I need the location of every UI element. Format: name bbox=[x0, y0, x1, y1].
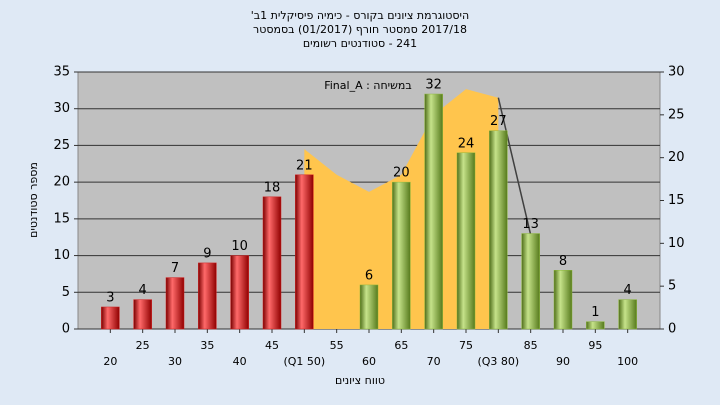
value-label: 32 bbox=[425, 78, 442, 93]
value-label: 24 bbox=[458, 136, 475, 151]
x-tick-label: 75 bbox=[459, 339, 473, 352]
y2-tick-label: 25 bbox=[668, 107, 685, 122]
y-tick-label: 15 bbox=[53, 211, 70, 226]
bar bbox=[618, 299, 637, 330]
y-tick-label: 20 bbox=[53, 175, 70, 190]
value-label: 27 bbox=[490, 114, 507, 129]
chart-title: היסטוגרמת ציונים בקורס - כימיה פיסיקלית … bbox=[251, 9, 469, 22]
y-tick-label: 30 bbox=[53, 101, 70, 116]
bar bbox=[230, 255, 249, 330]
bar bbox=[359, 284, 379, 330]
value-label: 13 bbox=[522, 217, 539, 232]
x-tick-label: 70 bbox=[427, 355, 441, 368]
x-tick-label: 30 bbox=[168, 355, 182, 368]
x-tick-label: (Q3 80) bbox=[477, 355, 519, 368]
value-label: 6 bbox=[365, 268, 373, 283]
bar bbox=[521, 233, 540, 330]
x-axis-label: טווח ציונים bbox=[335, 374, 385, 387]
value-label: 4 bbox=[624, 283, 632, 298]
x-tick-label: 95 bbox=[588, 339, 602, 352]
y2-tick-label: 30 bbox=[668, 65, 685, 80]
bar bbox=[586, 321, 605, 330]
value-label: 3 bbox=[106, 290, 114, 305]
bar bbox=[392, 181, 411, 330]
y2-tick-label: 20 bbox=[668, 150, 685, 165]
bar bbox=[133, 299, 152, 330]
bar bbox=[489, 130, 508, 330]
value-label: 18 bbox=[264, 180, 281, 195]
y2-tick-label: 5 bbox=[668, 279, 676, 294]
x-tick-label: 100 bbox=[617, 355, 638, 368]
y-tick-label: 10 bbox=[53, 248, 70, 263]
x-tick-label: (Q1 50) bbox=[283, 355, 325, 368]
chart-subtitle: 241 - סטודנטים רשומים bbox=[303, 37, 417, 50]
x-tick-label: 40 bbox=[233, 355, 247, 368]
value-label: 7 bbox=[171, 261, 179, 276]
value-label: 9 bbox=[203, 246, 211, 261]
y2-tick-label: 15 bbox=[668, 193, 685, 208]
y-tick-label: 5 bbox=[62, 285, 70, 300]
chart-subtitle: 2017/18 סמסטר חורף (01/2017) בסמסטר bbox=[253, 23, 467, 36]
value-label: 21 bbox=[296, 158, 313, 173]
value-label: 10 bbox=[231, 239, 248, 254]
y-tick-label: 35 bbox=[53, 65, 70, 80]
x-tick-label: 90 bbox=[556, 355, 570, 368]
x-tick-label: 35 bbox=[200, 339, 214, 352]
bar bbox=[456, 152, 476, 330]
x-tick-label: 25 bbox=[136, 339, 150, 352]
annotation: Final_A : במשיחה bbox=[324, 79, 412, 92]
y-tick-label: 25 bbox=[53, 138, 70, 153]
y2-tick-label: 10 bbox=[668, 236, 685, 251]
bar bbox=[553, 270, 573, 330]
value-label: 4 bbox=[139, 283, 147, 298]
bar bbox=[295, 174, 314, 330]
x-tick-label: 65 bbox=[394, 339, 408, 352]
value-label: 1 bbox=[591, 305, 599, 320]
y-axis-label: מספר סטודנטים bbox=[27, 162, 40, 238]
value-label: 20 bbox=[393, 166, 410, 181]
x-tick-label: 85 bbox=[524, 339, 538, 352]
x-tick-label: 20 bbox=[103, 355, 117, 368]
bar bbox=[262, 196, 282, 330]
x-tick-label: 45 bbox=[265, 339, 279, 352]
y2-tick-label: 0 bbox=[668, 322, 676, 337]
x-tick-label: 55 bbox=[330, 339, 344, 352]
bar bbox=[165, 277, 185, 330]
bar bbox=[198, 262, 217, 330]
y-tick-label: 0 bbox=[62, 322, 70, 337]
bar bbox=[101, 306, 120, 330]
bar bbox=[424, 93, 443, 330]
value-label: 8 bbox=[559, 254, 567, 269]
line bbox=[497, 97, 532, 235]
x-tick-label: 60 bbox=[362, 355, 376, 368]
